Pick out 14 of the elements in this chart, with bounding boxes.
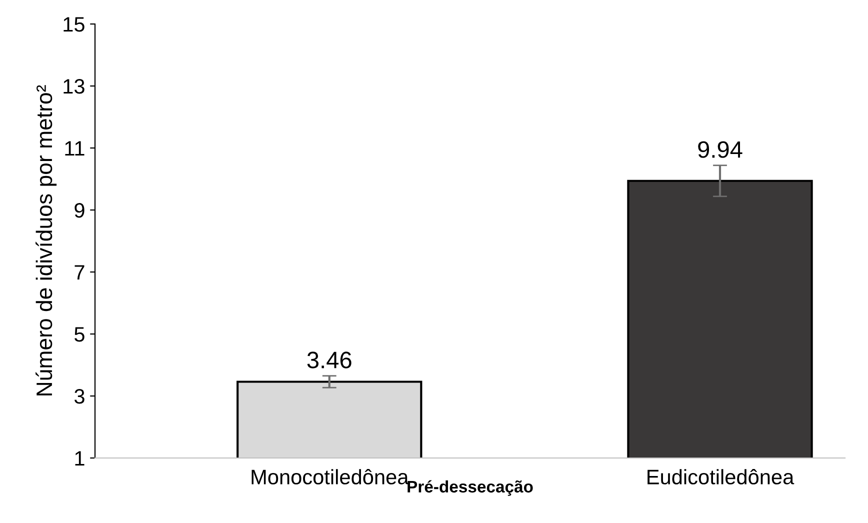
y-tick-label: 13 [64,79,84,94]
y-tick-label: 11 [65,141,84,156]
y-tick-label: 15 [64,17,84,32]
y-tick-label: 7 [74,265,84,280]
x-axis-title: Pré-dessecação [408,480,533,496]
y-tick-label: 3 [74,389,84,404]
y-axis-title: Número de idivíduos por metro² [36,85,57,396]
y-tick-label: 1 [75,451,84,466]
y-tick-label: 5 [74,327,84,342]
x-tick-label: Eudicotiledônea [648,469,794,484]
data-label: 9.94 [698,141,742,158]
data-label: 3.46 [307,352,352,368]
y-tick-label: 9 [74,203,84,218]
x-tick-label: Monocotiledônea [252,469,409,484]
